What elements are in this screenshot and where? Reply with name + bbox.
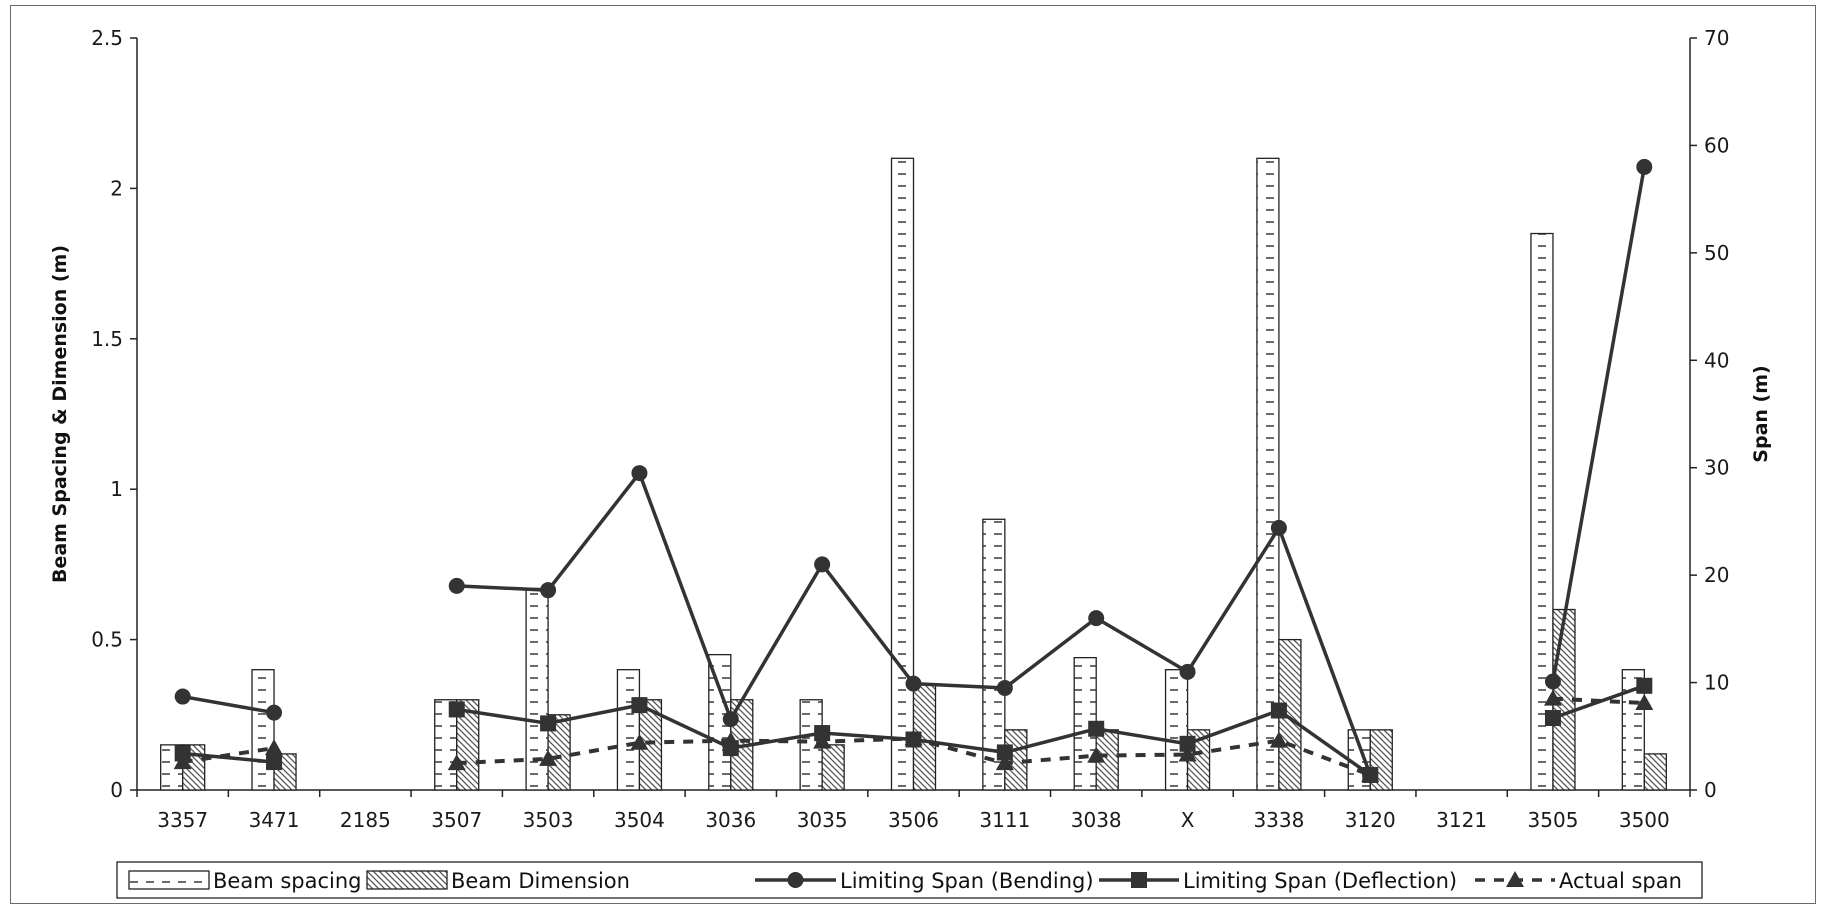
x-tick-label: 3504 xyxy=(614,808,665,832)
bending-point xyxy=(631,465,648,482)
y-tick-label: 0 xyxy=(110,778,123,802)
y-tick-label: 2.5 xyxy=(91,26,123,50)
beam-spacing-bar xyxy=(616,669,641,791)
bending-point xyxy=(1270,519,1287,536)
bending-point xyxy=(1179,663,1196,680)
actual-span-point xyxy=(447,754,466,771)
x-tick-label: 3111 xyxy=(979,808,1030,832)
beam-spacing-bar xyxy=(1164,669,1189,791)
beam-dimension-bar xyxy=(1643,753,1667,791)
actual-span-point xyxy=(1635,693,1654,710)
y2-tick-label: 60 xyxy=(1704,133,1729,157)
y2-tick-label: 70 xyxy=(1704,26,1729,50)
x-tick-label: X xyxy=(1181,808,1195,832)
x-tick-label: 3471 xyxy=(249,808,300,832)
deflection-point xyxy=(1544,710,1561,727)
y2-tick-label: 20 xyxy=(1704,563,1729,587)
y-tick-label: 2 xyxy=(110,176,123,200)
beam-spacing-legend-swatch xyxy=(128,870,210,890)
beam-spacing-bar xyxy=(1530,232,1554,791)
actual-span-point xyxy=(1543,689,1562,706)
x-tick-label: 3035 xyxy=(797,808,848,832)
deflection-point xyxy=(266,754,283,771)
x-tick-label: 3121 xyxy=(1436,808,1487,832)
x-tick-label: 3505 xyxy=(1528,808,1579,832)
beam-spacing-legend-label: Beam spacing xyxy=(213,869,362,893)
beam-dimension-legend-label: Beam Dimension xyxy=(451,869,630,893)
beam-dimension-legend-swatch xyxy=(366,870,448,890)
x-tick-label: 3338 xyxy=(1253,808,1304,832)
bending-point xyxy=(448,577,465,594)
beam-spacing-bar xyxy=(251,669,275,791)
bending-point xyxy=(722,711,739,728)
bending-line xyxy=(1551,166,1647,682)
actual-span-point xyxy=(539,749,558,766)
y-axis-title: Beam Spacing & Dimension (m) xyxy=(49,245,71,583)
beam-dimension-bar xyxy=(821,744,845,791)
actual-span-point xyxy=(265,739,284,756)
deflection-point xyxy=(1088,720,1105,737)
actual-span-line xyxy=(182,746,275,765)
actual-span-line xyxy=(1552,696,1645,705)
actual-span-legend-label: Actual span xyxy=(1559,869,1682,893)
actual-span-point xyxy=(721,731,740,748)
bending-point xyxy=(1544,673,1561,690)
bending-point xyxy=(1636,158,1653,175)
bending-legend-marker xyxy=(787,872,804,888)
actual-span-point xyxy=(904,729,923,746)
bending-point xyxy=(1088,610,1105,627)
actual-span-point xyxy=(995,754,1014,771)
actual-span-point xyxy=(630,733,649,750)
x-tick-label: 3038 xyxy=(1071,808,1122,832)
bending-legend-label: Limiting Span (Bending) xyxy=(840,869,1094,893)
actual-span-point xyxy=(1361,765,1380,782)
deflection-legend-label: Limiting Span (Deflection) xyxy=(1183,869,1457,893)
actual-span-legend-marker xyxy=(1506,871,1524,887)
bending-point xyxy=(905,675,922,692)
y2-tick-label: 50 xyxy=(1704,241,1729,265)
y-tick-label: 0.5 xyxy=(91,628,123,652)
bending-point xyxy=(266,704,283,721)
x-tick-label: 3357 xyxy=(157,808,208,832)
x-tick-label: 3500 xyxy=(1619,808,1670,832)
beam-spacing-bar xyxy=(982,518,1006,791)
actual-span-point xyxy=(1269,731,1288,748)
x-tick-label: 3120 xyxy=(1345,808,1396,832)
actual-span-point xyxy=(813,732,832,749)
y2-tick-label: 30 xyxy=(1704,456,1729,480)
deflection-line xyxy=(182,751,275,764)
deflection-point xyxy=(1179,735,1196,752)
y2-tick-label: 40 xyxy=(1704,348,1729,372)
actual-span-point xyxy=(1178,745,1197,762)
deflection-point xyxy=(996,744,1013,761)
y-tick-label: 1 xyxy=(110,477,123,501)
bending-point xyxy=(814,556,831,573)
bending-line xyxy=(182,694,275,715)
deflection-point xyxy=(448,701,465,718)
actual-span-point xyxy=(173,753,192,770)
beam-spacing-bar xyxy=(890,157,915,791)
bending-point xyxy=(174,688,191,705)
x-tick-label: 3503 xyxy=(523,808,574,832)
x-tick-label: 3036 xyxy=(705,808,756,832)
x-tick-label: 3506 xyxy=(888,808,939,832)
x-tick-label: 2185 xyxy=(340,808,391,832)
bending-point xyxy=(996,679,1013,696)
deflection-legend-marker xyxy=(1131,872,1147,888)
deflection-point xyxy=(540,715,557,732)
beam-spacing-bar xyxy=(1256,157,1280,791)
y-tick-label: 1.5 xyxy=(91,327,123,351)
x-tick-label: 3507 xyxy=(431,808,482,832)
actual-span-point xyxy=(1087,746,1106,763)
deflection-point xyxy=(1270,702,1287,719)
y2-axis-title: Span (m) xyxy=(1750,365,1772,462)
y2-tick-label: 0 xyxy=(1704,778,1717,802)
y2-tick-label: 10 xyxy=(1704,671,1729,695)
beam-spacing-bar xyxy=(1621,669,1645,791)
chart-frame xyxy=(10,5,1816,904)
deflection-point xyxy=(1636,677,1653,694)
bending-point xyxy=(540,582,557,599)
deflection-point xyxy=(631,697,648,714)
